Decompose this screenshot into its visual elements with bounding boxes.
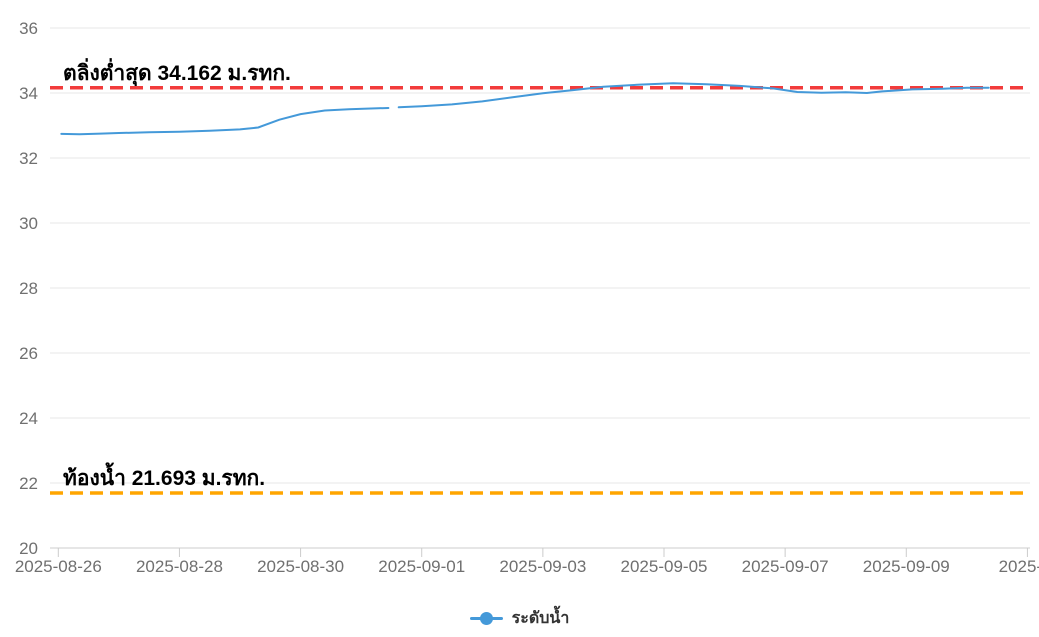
legend-dot-icon [479, 612, 493, 625]
x-axis-label-8: 2025-... [999, 557, 1039, 576]
legend-label: ระดับน้ำ [511, 610, 570, 627]
x-axis-label-4: 2025-09-03 [499, 557, 586, 576]
y-axis-label-22: 22 [19, 474, 38, 493]
x-axis-label-0: 2025-08-26 [15, 557, 102, 576]
x-axis-label-3: 2025-09-01 [378, 557, 465, 576]
plot-area: 20 22 24 26 28 30 32 34 36 2025-08-26 2025-08-28 20… [15, 19, 1039, 576]
x-axis-label-2: 2025-08-30 [257, 557, 344, 576]
bank-level-annotation: ตลิ่งต่ำสุด 34.162 ม.รทก. [63, 61, 291, 85]
x-axis-label-1: 2025-08-28 [136, 557, 223, 576]
y-axis-label-34: 34 [19, 84, 38, 103]
x-axis-label-7: 2025-09-09 [863, 557, 950, 576]
y-axis-label-26: 26 [19, 344, 38, 363]
series-line-0-0[interactable] [60, 107, 390, 136]
y-axis-label-24: 24 [19, 409, 38, 428]
legend[interactable]: ระดับน้ำ [0, 606, 1039, 631]
y-axis-label-28: 28 [19, 279, 38, 298]
y-axis-label-32: 32 [19, 149, 38, 168]
y-axis-label-20: 20 [19, 539, 38, 558]
y-axis-label-30: 30 [19, 214, 38, 233]
x-axis-label-5: 2025-09-05 [621, 557, 708, 576]
y-axis-label-36: 36 [19, 19, 38, 38]
legend-series-marker-icon [469, 612, 503, 625]
series-line-0-1[interactable] [397, 82, 990, 109]
riverbed-level-annotation: ท้องน้ำ 21.693 ม.รทก. [63, 466, 266, 490]
x-axis-label-6: 2025-09-07 [742, 557, 829, 576]
